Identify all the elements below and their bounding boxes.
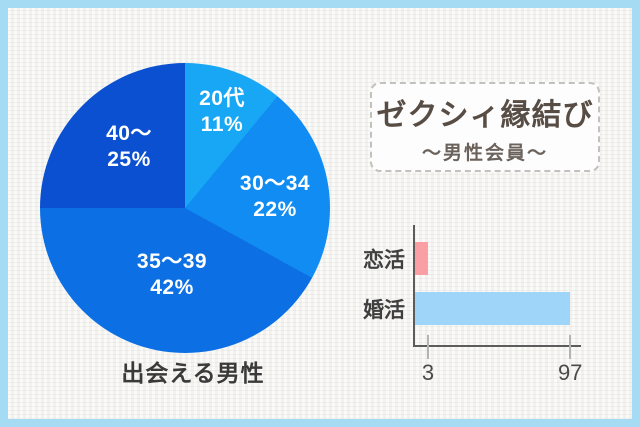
bar-chart: 恋活 婚活 3 97: [355, 225, 605, 390]
bar-label-koikatsu: 恋活: [363, 248, 405, 272]
pie-slice-label-30-34: 30〜34 22%: [240, 171, 310, 223]
pie-slice-name: 20代: [199, 86, 245, 110]
x-tick: [427, 335, 429, 359]
pie-caption: 出会える男性: [121, 360, 265, 386]
x-tick-label: 3: [421, 360, 435, 385]
pie-slice-label-40plus: 40〜 25%: [106, 121, 152, 173]
pie-slice-value: 22%: [253, 198, 297, 221]
brand-box: ゼクシィ縁結び 〜男性会員〜: [370, 82, 600, 172]
x-tick-label: 97: [557, 360, 583, 385]
bar: [415, 242, 428, 275]
pie-slice-name: 30〜34: [239, 171, 311, 195]
pie-slice-name: 35〜39: [136, 249, 208, 273]
bar: [415, 292, 571, 325]
pie-slice-value: 25%: [107, 148, 151, 171]
pie-slice-label-35-39: 35〜39 42%: [137, 249, 207, 301]
pie-slice-value: 42%: [150, 276, 194, 299]
paper-background: 20代 11% 30〜34 22% 35〜39 42% 40〜 25% 出会える…: [8, 8, 632, 419]
x-axis-line: [413, 345, 581, 347]
brand-logo-text: ゼクシィ縁結び: [376, 98, 594, 132]
pie-slice-value: 11%: [200, 113, 244, 136]
brand-subtitle-text: 〜男性会員〜: [421, 142, 548, 164]
pie-slice-name: 40〜: [106, 121, 152, 145]
bar-label-konkatsu: 婚活: [363, 298, 405, 322]
pie-slice-label-20s: 20代 11%: [199, 86, 245, 138]
pie-circle: [40, 63, 330, 353]
y-axis-line: [413, 225, 415, 347]
x-tick: [569, 335, 572, 359]
